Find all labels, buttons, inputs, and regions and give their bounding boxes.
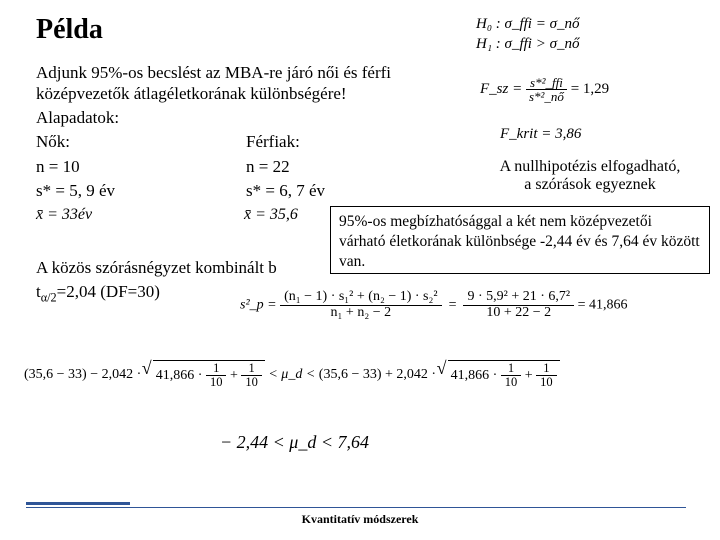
ci-sqrt2: 41,866 · 110 + 110: [440, 360, 560, 389]
nullhip-line1: A nullhipotézis elfogadható,: [470, 158, 710, 176]
fsz-label: F_sz =: [480, 81, 522, 97]
h1: H₁ : σ_ffi > σ_nő: [476, 34, 579, 54]
page-title: Példa: [36, 14, 103, 46]
footer-rule-thin: [26, 507, 686, 508]
intro-text: Adjunk 95%-os becslést az MBA-re járó nő…: [36, 62, 466, 105]
t-alpha: tα/2=2,04 (DF=30): [36, 282, 160, 305]
men-header: Férfiak:: [246, 130, 325, 155]
sp2-den2: 10 + 22 − 2: [463, 306, 574, 321]
sp2-lhs: s²_p =: [240, 297, 277, 312]
ci-f1d: 10: [206, 376, 227, 389]
men-xbar: x̄ = 35,6: [244, 206, 298, 224]
fsz-num: s*²_ffi: [526, 76, 567, 90]
fsz-fraction: s*²_ffi s*²_nő: [526, 76, 567, 103]
final-result: − 2,44 < μ_d < 7,64: [220, 432, 369, 453]
sp2-frac2: 9 · 5,9² + 21 · 6,7² 10 + 22 − 2: [463, 290, 574, 320]
sp2-result: = 41,866: [578, 297, 628, 312]
ci-f4: 110: [536, 362, 557, 389]
ci-f3n: 1: [501, 362, 522, 376]
ci-f2d: 10: [241, 376, 262, 389]
hypotheses: H₀ : σ_ffi = σ_nő H₁ : σ_ffi > σ_nő: [476, 14, 579, 55]
t-alpha-sub: α/2: [41, 290, 57, 304]
t-alpha-post: =2,04 (DF=30): [57, 282, 160, 301]
result-box: 95%-os megbízhatósággal a két nem középv…: [330, 206, 710, 274]
ci-f3: 110: [501, 362, 522, 389]
column-men: Férfiak: n = 22 s* = 6, 7 év: [246, 130, 325, 204]
ci-f1: 110: [206, 362, 227, 389]
column-women: Nők: n = 10 s* = 5, 9 év: [36, 130, 115, 204]
null-hypothesis-note: A nullhipotézis elfogadható, a szórások …: [470, 158, 710, 194]
fsz-result: = 1,29: [571, 81, 609, 97]
sp2-den1: n₁ + n₂ − 2: [280, 306, 441, 321]
ci-plus2: +: [525, 368, 536, 383]
ci-f4d: 10: [536, 376, 557, 389]
nullhip-line2: a szórások egyeznek: [470, 176, 710, 194]
footer-rule-thick: [26, 502, 130, 505]
ci-plus1: +: [230, 368, 241, 383]
pooled-variance-formula: s²_p = (n₁ − 1) · s₁² + (n₂ − 1) · s₂² n…: [240, 290, 628, 320]
pooled-variance-text: A közös szórásnégyzet kombinált b: [36, 258, 277, 278]
ci-f1n: 1: [206, 362, 227, 376]
ci-open: (35,6 − 33) − 2,042 ·: [24, 367, 141, 382]
ci-lt1: < μ_d <: [268, 367, 318, 382]
ci-f3d: 10: [501, 376, 522, 389]
f-statistic: F_sz = s*²_ffi s*²_nő = 1,29: [480, 76, 609, 103]
ci-f2n: 1: [241, 362, 262, 376]
ci-sq2a: 41,866 ·: [451, 368, 498, 383]
footer-text: Kvantitatív módszerek: [0, 512, 720, 527]
ci-f4n: 1: [536, 362, 557, 376]
men-n: n = 22: [246, 155, 325, 180]
f-critical: F_krit = 3,86: [500, 126, 581, 143]
alapadatok-label: Alapadatok:: [36, 108, 119, 128]
sp2-num1: (n₁ − 1) · s₁² + (n₂ − 1) · s₂²: [280, 290, 441, 306]
men-s: s* = 6, 7 év: [246, 179, 325, 204]
ci-f2: 110: [241, 362, 262, 389]
h0: H₀ : σ_ffi = σ_nő: [476, 14, 579, 34]
ci-sq1a: 41,866 ·: [156, 368, 203, 383]
sp2-frac1: (n₁ − 1) · s₁² + (n₂ − 1) · s₂² n₁ + n₂ …: [280, 290, 441, 320]
ci-mid: (35,6 − 33) + 2,042 ·: [319, 367, 436, 382]
sp2-num2: 9 · 5,9² + 21 · 6,7²: [463, 290, 574, 306]
ci-sqrt1: 41,866 · 110 + 110: [145, 360, 265, 389]
women-s: s* = 5, 9 év: [36, 179, 115, 204]
women-xbar: x̄ = 33év: [36, 206, 92, 224]
women-header: Nők:: [36, 130, 115, 155]
fsz-den: s*²_nő: [526, 90, 567, 103]
women-n: n = 10: [36, 155, 115, 180]
confidence-interval-formula: (35,6 − 33) − 2,042 · 41,866 · 110 + 110…: [24, 360, 560, 389]
